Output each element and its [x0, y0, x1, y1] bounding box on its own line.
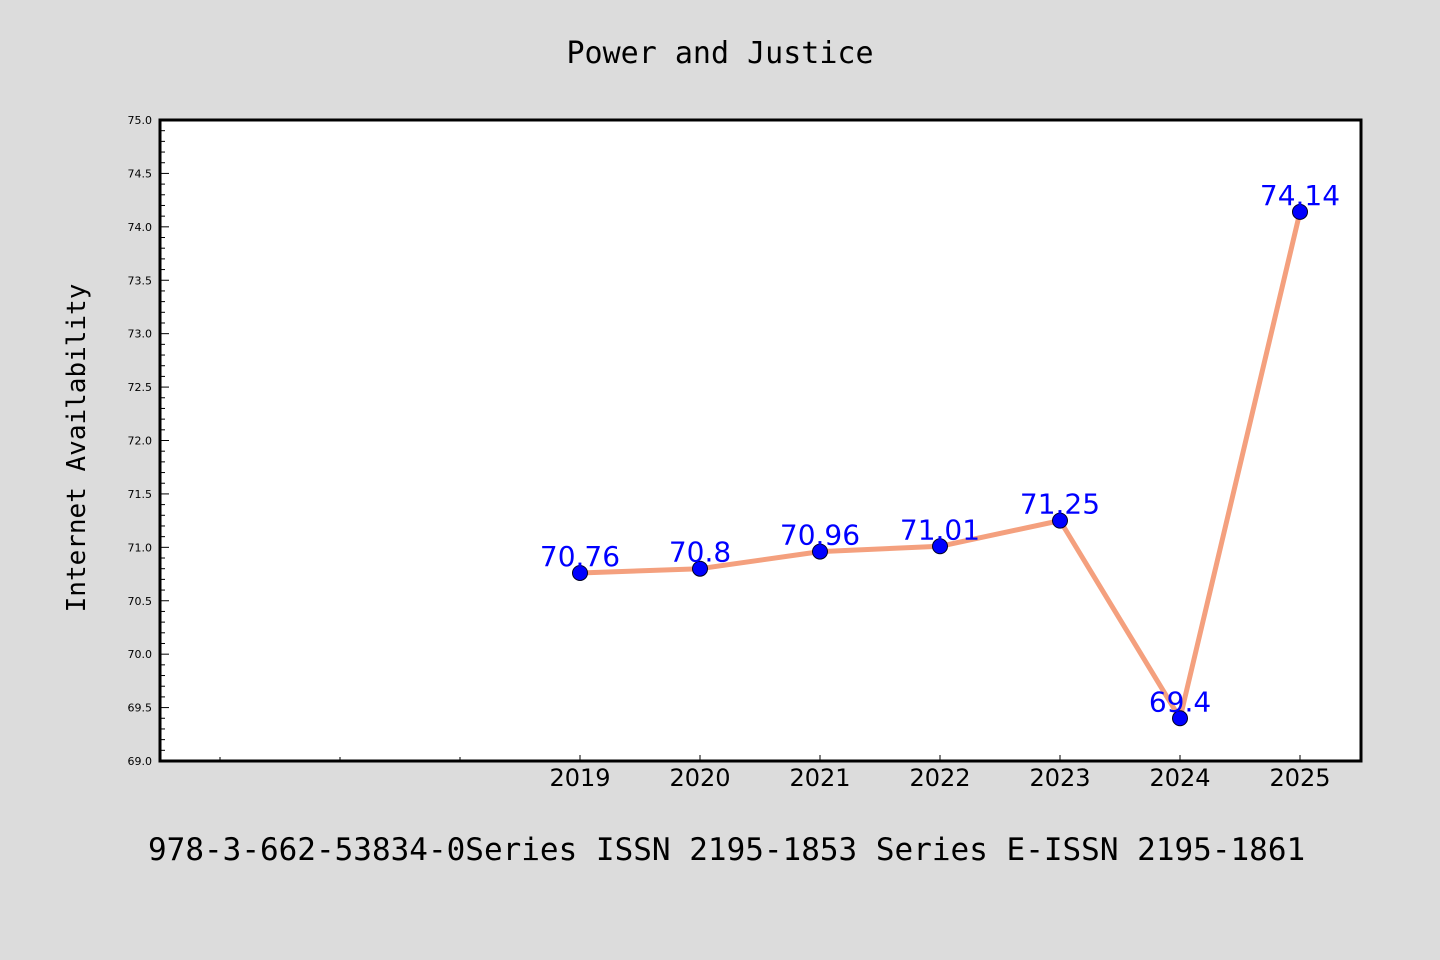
- y-axis-label: Internet Availability: [62, 284, 92, 613]
- x-tick-label: 2023: [1029, 764, 1090, 792]
- data-label: 69.4: [1149, 685, 1211, 718]
- data-point-marker: [1172, 710, 1188, 727]
- y-tick-label: 72.5: [128, 381, 153, 394]
- y-tick-label: 70.0: [128, 648, 153, 661]
- y-tick-label: 75.0: [128, 114, 153, 127]
- footer-identifier-text: 978-3-662-53834-0Series ISSN 2195-1853 S…: [148, 832, 1306, 868]
- y-tick-label: 69.5: [128, 702, 153, 715]
- data-point-marker: [1292, 203, 1308, 220]
- data-label: 70.8: [669, 536, 731, 569]
- y-tick-label: 73.0: [128, 328, 153, 341]
- plot-frame: [158, 118, 1363, 763]
- y-tick-label: 72.0: [128, 435, 153, 448]
- chart-title: Power and Justice: [566, 36, 873, 71]
- y-tick-label: 71.0: [128, 541, 153, 554]
- y-tick-label: 71.5: [128, 488, 153, 501]
- data-label: 70.96: [780, 519, 860, 552]
- data-label: 70.76: [540, 540, 620, 573]
- data-point-marker: [572, 564, 588, 581]
- data-label: 71.25: [1020, 488, 1100, 521]
- x-tick-label: 2022: [909, 764, 970, 792]
- x-tick-label: 2021: [789, 764, 850, 792]
- y-tick-label: 73.5: [128, 274, 153, 287]
- y-tick-label: 70.5: [128, 595, 153, 608]
- data-label: 74.14: [1260, 179, 1340, 212]
- series-line-group: 70.76 70.8 70.96 71.01 71.25 69.4 74.14: [540, 179, 1340, 727]
- x-tick-label: 2020: [669, 764, 730, 792]
- x-axis: 2019 2020 2021 2022 2023 2024 2025: [219, 755, 1331, 792]
- x-tick-label: 2024: [1149, 764, 1210, 792]
- data-point-marker: [1052, 512, 1068, 529]
- x-tick-label: 2019: [549, 764, 610, 792]
- y-tick-label: 74.0: [128, 221, 153, 234]
- y-axis: 69.0 69.5 70.0 70.5 71.0 71.5 72.0 72.5 73.0 73.5…: [128, 114, 169, 768]
- y-tick-label: 69.0: [128, 755, 153, 768]
- x-tick-label: 2025: [1269, 764, 1330, 792]
- data-label: 71.01: [900, 513, 980, 546]
- data-point-marker: [812, 543, 828, 560]
- data-point-marker: [692, 560, 708, 577]
- data-point-marker: [932, 538, 948, 555]
- y-tick-label: 74.5: [128, 167, 153, 180]
- plot-area: [160, 120, 1361, 761]
